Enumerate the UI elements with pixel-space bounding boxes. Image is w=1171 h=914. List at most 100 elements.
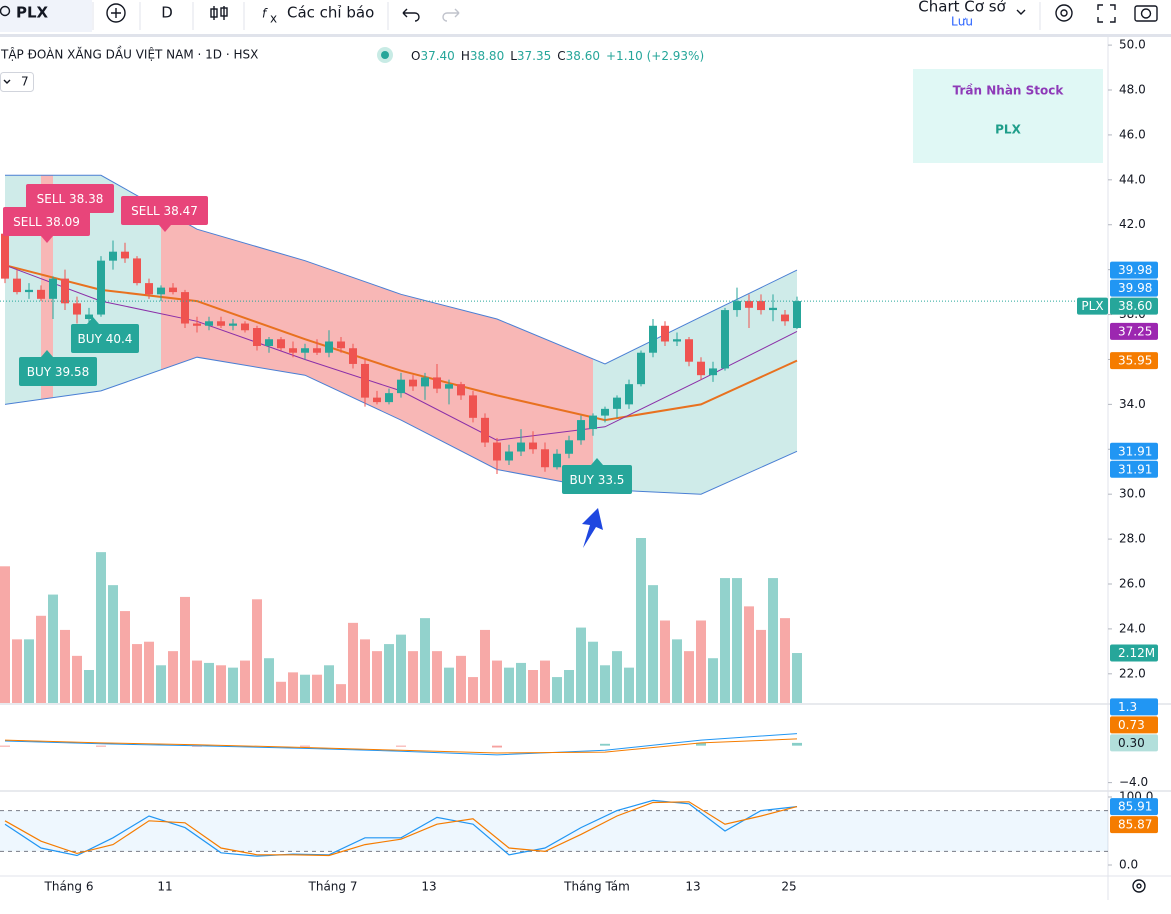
layout-name[interactable]: Chart Cơ sở — [918, 0, 1006, 16]
candle-body — [37, 289, 45, 299]
volume-bar — [636, 538, 646, 703]
volume-bar — [708, 658, 718, 703]
search-icon — [0, 5, 11, 17]
candle-body — [673, 339, 681, 342]
candle-body — [769, 307, 777, 311]
toolbar: PLX D f x Các chỉ báo Chart Cơ sở Lưu — [0, 0, 1171, 37]
volume-bar — [696, 620, 706, 703]
volume-bar — [192, 660, 202, 703]
price-tick-label: 26.0 — [1119, 576, 1146, 590]
candle-body — [781, 314, 789, 322]
value-tag — [1110, 816, 1158, 834]
volume-bar — [276, 681, 286, 703]
candle-body — [361, 363, 369, 398]
price-tick-label: 24.0 — [1119, 621, 1146, 635]
candle-body — [433, 377, 441, 389]
volume-bar — [648, 585, 658, 703]
signal-box — [562, 465, 632, 494]
volume-bar — [492, 660, 502, 703]
symbol-search[interactable] — [0, 0, 92, 32]
candle-body — [349, 348, 357, 364]
ohlc-token: 38.60 — [566, 49, 600, 63]
macd-tick-label: −4.0 — [1119, 775, 1148, 789]
volume-bar — [564, 670, 574, 703]
symbol[interactable]: PLX — [16, 4, 49, 22]
value-tag — [1110, 297, 1158, 315]
value-tag-label: 1.3 — [1118, 700, 1137, 714]
save-status[interactable]: Lưu — [951, 15, 973, 29]
value-tag — [1110, 460, 1158, 478]
x-tick-label: Tháng 6 — [44, 880, 94, 894]
x-tick-label: Tháng 7 — [308, 880, 358, 894]
candle-body — [217, 321, 225, 326]
fx-icon: x — [270, 12, 277, 26]
volume-bar — [48, 594, 58, 703]
x-tick-label: Tháng Tám — [563, 880, 630, 894]
price-tick-label: 44.0 — [1119, 172, 1146, 186]
candle-body — [1, 233, 9, 279]
toolbar-bg — [0, 0, 1171, 34]
price-tick-label: 42.0 — [1119, 217, 1146, 231]
plus-icon — [111, 8, 121, 18]
volume-bar — [228, 667, 238, 703]
value-tag-label: 39.98 — [1118, 281, 1152, 295]
signal-label: SELL 38.09 — [13, 215, 80, 229]
interval[interactable]: D — [161, 4, 173, 22]
volume-bar — [756, 629, 766, 703]
volume-bar — [468, 677, 478, 703]
stochastic-k — [4, 799, 798, 857]
volume-bar — [480, 629, 490, 703]
indicator-count[interactable]: 7 — [21, 75, 29, 89]
price-tick-label: 50.0 — [1119, 38, 1146, 52]
toolbar-border — [0, 34, 1171, 37]
volume-bar — [660, 620, 670, 703]
redo-button[interactable] — [442, 8, 460, 22]
value-tag-label: 38.60 — [1118, 299, 1152, 313]
candle-body — [685, 339, 693, 362]
candle-body — [493, 442, 501, 461]
candle-icon — [210, 8, 218, 18]
layout-dropdown[interactable] — [1016, 9, 1026, 15]
compare-button[interactable] — [106, 3, 126, 23]
volume-bar — [624, 667, 634, 703]
settings-icon — [1060, 9, 1068, 17]
snapshot-button[interactable] — [1134, 5, 1158, 22]
candle-body — [97, 260, 105, 315]
macd-histogram — [396, 745, 406, 747]
price-tick-label: 22.0 — [1119, 666, 1146, 680]
value-tag-label: 31.91 — [1118, 462, 1152, 476]
volume-bar — [288, 672, 298, 703]
signal-pointer — [74, 213, 86, 220]
fullscreen-button[interactable] — [1097, 4, 1116, 23]
volume-bar — [456, 655, 466, 703]
camera-lens — [1140, 8, 1152, 19]
axis-settings[interactable] — [1132, 879, 1146, 893]
volume-bar — [168, 651, 178, 703]
undo-button[interactable] — [402, 8, 420, 22]
x-tick-label: 25 — [781, 880, 796, 894]
pointer-arrow — [582, 508, 603, 548]
signal-label: SELL 38.38 — [37, 192, 104, 206]
candle-body — [697, 361, 705, 376]
indicator-toggle[interactable] — [0, 72, 34, 92]
indicators-button[interactable]: Các chỉ báo — [287, 4, 374, 22]
volume-bar — [348, 622, 358, 703]
candle-body — [25, 289, 33, 293]
volume-bar — [612, 651, 622, 703]
volume-bar — [396, 634, 406, 703]
x-tick-label: 13 — [421, 880, 436, 894]
volume-bar — [312, 674, 322, 703]
volume-bar — [264, 658, 274, 703]
candle-body — [565, 440, 573, 454]
candle-body — [49, 278, 57, 299]
candle-body — [745, 301, 753, 308]
candle-body — [625, 384, 633, 405]
settings-button[interactable] — [1055, 4, 1073, 22]
volume-bar — [516, 662, 526, 703]
macd-histogram — [0, 745, 10, 747]
moving-average — [4, 264, 798, 422]
candle-body — [181, 292, 189, 324]
candle-body — [313, 348, 321, 353]
candle-body — [277, 339, 285, 349]
candle-body — [649, 325, 657, 353]
